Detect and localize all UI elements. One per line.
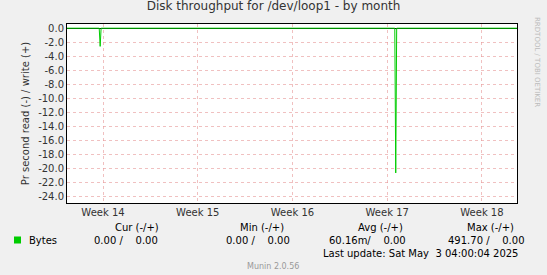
svg-text:-12.0: -12.0 bbox=[38, 107, 64, 118]
svg-text:Last update: Sat May 3 04:00:: Last update: Sat May 3 04:00:04 2025 bbox=[323, 248, 518, 259]
svg-text:Pr second read (-) / write (+): Pr second read (-) / write (+) bbox=[20, 42, 31, 185]
svg-text:Week 17: Week 17 bbox=[366, 207, 409, 218]
svg-text:Min (-/+): Min (-/+) bbox=[240, 222, 284, 233]
svg-text:0.00 / 0.00: 0.00 / 0.00 bbox=[226, 235, 290, 246]
svg-text:-22.0: -22.0 bbox=[38, 177, 64, 188]
svg-text:-10.0: -10.0 bbox=[38, 93, 64, 104]
svg-text:Disk throughput for /dev/loop1: Disk throughput for /dev/loop1 - by mont… bbox=[147, 0, 401, 13]
svg-text:Week 16: Week 16 bbox=[271, 207, 314, 218]
svg-text:Munin 2.0.56: Munin 2.0.56 bbox=[247, 262, 299, 271]
svg-text:Avg (-/+): Avg (-/+) bbox=[358, 222, 403, 233]
svg-text:Bytes: Bytes bbox=[29, 235, 57, 246]
svg-text:-20.0: -20.0 bbox=[38, 163, 64, 174]
svg-text:-2.0: -2.0 bbox=[44, 37, 64, 48]
svg-text:Week 14: Week 14 bbox=[81, 207, 124, 218]
svg-text:Max (-/+): Max (-/+) bbox=[467, 222, 514, 233]
svg-text:-18.0: -18.0 bbox=[38, 149, 64, 160]
svg-text:-14.0: -14.0 bbox=[38, 121, 64, 132]
svg-text:-4.0: -4.0 bbox=[44, 51, 64, 62]
svg-text:60.16m/ 0.00: 60.16m/ 0.00 bbox=[329, 235, 406, 246]
svg-text:Week 15: Week 15 bbox=[176, 207, 219, 218]
svg-text:Week 18: Week 18 bbox=[460, 207, 503, 218]
svg-text:0.00 / 0.00: 0.00 / 0.00 bbox=[94, 235, 158, 246]
svg-text:-16.0: -16.0 bbox=[38, 135, 64, 146]
svg-text:-8.0: -8.0 bbox=[44, 79, 64, 90]
svg-text:0.0: 0.0 bbox=[48, 23, 64, 34]
svg-text:RRDTOOL / TOBI OETIKER: RRDTOOL / TOBI OETIKER bbox=[533, 17, 541, 107]
svg-text:-6.0: -6.0 bbox=[44, 65, 64, 76]
svg-text:491.70 / 0.00: 491.70 / 0.00 bbox=[448, 235, 525, 246]
svg-text:-24.0: -24.0 bbox=[38, 191, 64, 202]
svg-text:Cur (-/+): Cur (-/+) bbox=[115, 222, 159, 233]
